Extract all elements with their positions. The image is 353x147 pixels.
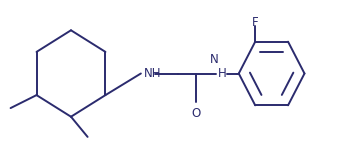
Text: H: H bbox=[218, 67, 227, 80]
Text: F: F bbox=[252, 16, 258, 29]
Text: O: O bbox=[191, 107, 200, 120]
Text: NH: NH bbox=[144, 67, 161, 80]
Text: N: N bbox=[209, 53, 218, 66]
